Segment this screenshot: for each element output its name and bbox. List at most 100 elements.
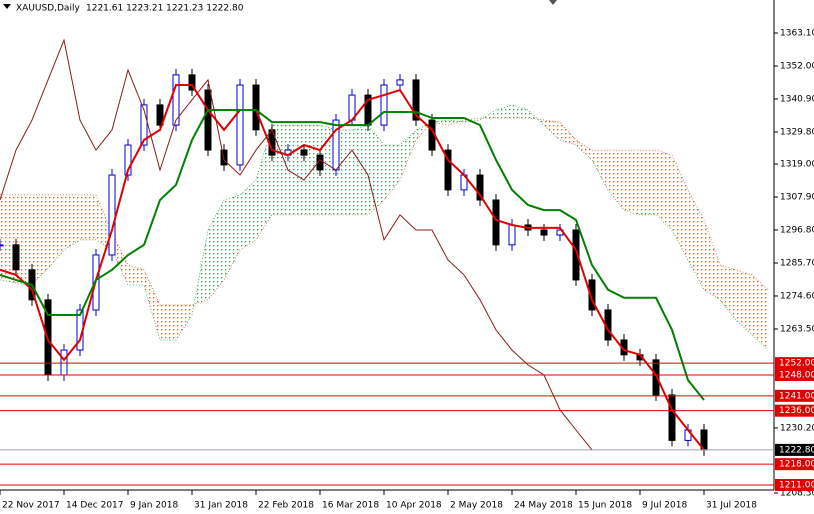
level-label: 1211.00	[779, 480, 814, 490]
cloud-fill	[560, 122, 576, 146]
cloud-fill	[512, 104, 528, 118]
level-label-box	[775, 369, 814, 382]
candle	[60, 349, 68, 376]
cloud-fill	[144, 269, 160, 340]
cloud-fill	[336, 129, 352, 215]
level-label: 1241.00	[779, 391, 814, 401]
cloud-fill	[240, 180, 256, 250]
y-tick-label: 1208.30	[780, 489, 814, 499]
candle	[316, 154, 324, 171]
plot-area	[0, 38, 769, 456]
cloud-fill	[432, 120, 448, 126]
cloud-fill	[384, 145, 400, 200]
span-b	[0, 117, 769, 306]
candle	[300, 149, 308, 156]
candle	[156, 104, 164, 126]
candle	[508, 224, 516, 246]
candle	[12, 244, 20, 271]
candle	[108, 174, 116, 256]
cloud-fill	[288, 125, 304, 215]
y-tick-label: 1285.70	[780, 258, 814, 268]
x-tick-label: 16 Mar 2018	[322, 501, 379, 511]
candle	[140, 104, 148, 146]
cloud-fill	[32, 194, 48, 285]
cloud-fill	[640, 150, 656, 215]
candle	[252, 84, 260, 131]
cloud-fill	[224, 194, 240, 280]
cloud-fill	[320, 125, 336, 215]
cloud-fill	[64, 194, 80, 250]
y-tick-label: 1296.80	[780, 226, 814, 236]
x-tick-label: 2 May 2018	[450, 501, 503, 511]
candle	[540, 229, 548, 236]
candle	[412, 79, 420, 121]
cloud-fill	[96, 194, 112, 251]
candle	[668, 394, 676, 441]
cloud-fill	[608, 150, 624, 211]
cloud-fill	[624, 150, 640, 215]
y-tick-label: 1307.90	[780, 193, 814, 203]
candle	[652, 359, 660, 396]
cloud-fill	[352, 125, 368, 215]
indicator-line	[0, 84, 705, 451]
level-label-box	[775, 404, 814, 417]
last-price-label: 1222.80	[779, 445, 814, 455]
candle	[204, 89, 212, 151]
span-a	[0, 104, 769, 351]
candle	[492, 199, 500, 246]
cloud-fill	[80, 194, 96, 240]
level-label-box	[775, 389, 814, 402]
level-label-box	[775, 357, 814, 370]
cloud-fill	[48, 194, 64, 269]
last-price-box	[775, 443, 814, 456]
indicator-line	[0, 38, 593, 451]
cloud-fill	[256, 125, 272, 240]
cloud-fill	[752, 274, 768, 351]
cloud-fill	[0, 194, 16, 283]
shift-marker	[549, 0, 557, 5]
level-label-box	[775, 458, 814, 471]
cloud-fill	[272, 125, 288, 215]
cloud-fill	[400, 129, 416, 181]
y-tick-label: 1274.60	[780, 291, 814, 301]
x-tick-label: 9 Jul 2018	[642, 501, 687, 511]
x-tick-label: 14 Dec 2017	[66, 501, 124, 511]
cloud-fill	[672, 155, 688, 261]
cloud-fill	[544, 120, 560, 140]
candle	[588, 279, 596, 311]
cloud-fill	[112, 232, 128, 285]
cloud-fill	[592, 150, 608, 190]
candle	[380, 84, 388, 126]
x-tick-label: 22 Feb 2018	[258, 501, 314, 511]
cloud-fill	[160, 304, 176, 340]
candle	[396, 79, 404, 86]
candle	[476, 174, 484, 201]
x-tick-label: 9 Jan 2018	[130, 501, 178, 511]
cloud-fill	[128, 265, 144, 285]
cloud-fill	[464, 117, 480, 123]
level-label: 1218.00	[779, 460, 814, 470]
y-tick-label: 1329.80	[780, 127, 814, 137]
x-tick-label: 24 May 2018	[514, 501, 573, 511]
cloud-fill	[704, 219, 720, 300]
cloud-fill	[576, 139, 592, 160]
cloud-fill	[656, 150, 672, 231]
cloud-fill	[16, 194, 32, 285]
cloud-fill	[720, 265, 736, 321]
x-tick-label: 22 Nov 2017	[2, 501, 60, 511]
y-tick-label: 1230.20	[780, 423, 814, 433]
cloud-fill	[176, 304, 192, 340]
candle	[572, 229, 580, 281]
level-label: 1252.00	[779, 359, 814, 369]
cloud-fill	[688, 189, 704, 290]
level-label: 1248.00	[779, 371, 814, 381]
candle	[444, 149, 452, 191]
cloud-fill	[496, 104, 512, 118]
candle	[236, 84, 244, 166]
y-tick-label: 1363.10	[780, 28, 814, 38]
y-tick-label: 1340.90	[780, 94, 814, 104]
level-label-box	[775, 478, 814, 491]
x-tick-label: 31 Jul 2018	[706, 501, 757, 511]
